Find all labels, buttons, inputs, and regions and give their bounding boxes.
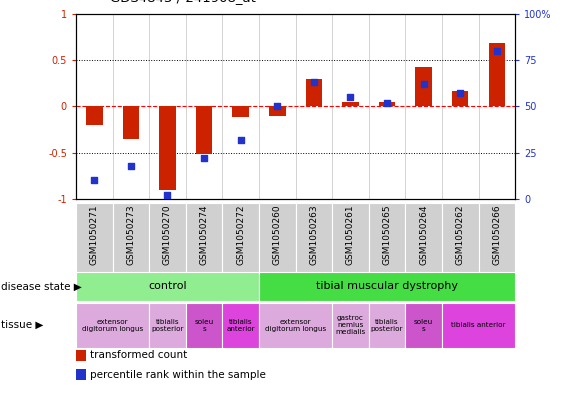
Bar — [489, 43, 505, 106]
Text: GSM1050273: GSM1050273 — [127, 205, 135, 266]
Bar — [259, 272, 515, 301]
Text: tibial muscular dystrophy: tibial muscular dystrophy — [316, 281, 458, 292]
Bar — [442, 203, 479, 272]
Bar — [222, 203, 259, 272]
Bar — [149, 303, 186, 348]
Point — [273, 103, 282, 109]
Bar — [452, 90, 468, 106]
Text: GSM1050274: GSM1050274 — [200, 205, 208, 265]
Text: GDS4843 / 241908_at: GDS4843 / 241908_at — [110, 0, 256, 4]
Text: tibialis anterior: tibialis anterior — [452, 322, 506, 328]
Bar — [76, 303, 149, 348]
Point — [236, 136, 245, 143]
Bar — [196, 106, 212, 154]
Bar — [76, 369, 86, 380]
Point — [346, 94, 355, 100]
Bar — [123, 106, 139, 139]
Bar — [379, 102, 395, 106]
Bar — [415, 66, 432, 106]
Point — [419, 81, 428, 87]
Point — [126, 162, 136, 169]
Bar — [296, 203, 332, 272]
Point — [163, 192, 172, 198]
Bar — [222, 303, 259, 348]
Text: disease state ▶: disease state ▶ — [1, 281, 81, 292]
Text: tissue ▶: tissue ▶ — [1, 320, 43, 330]
Point — [383, 99, 392, 106]
Text: tibialis
anterior: tibialis anterior — [226, 319, 255, 332]
Text: tibialis
posterior: tibialis posterior — [371, 319, 403, 332]
Bar — [369, 303, 405, 348]
Text: GSM1050261: GSM1050261 — [346, 205, 355, 266]
Text: GSM1050260: GSM1050260 — [273, 205, 282, 266]
Bar — [332, 303, 369, 348]
Text: percentile rank within the sample: percentile rank within the sample — [90, 370, 266, 380]
Bar — [405, 303, 442, 348]
Bar — [342, 102, 359, 106]
Point — [200, 155, 209, 161]
Bar — [76, 350, 86, 361]
Text: GSM1050266: GSM1050266 — [493, 205, 501, 266]
Bar — [442, 303, 515, 348]
Bar — [479, 203, 515, 272]
Bar — [159, 106, 176, 189]
Bar — [76, 272, 259, 301]
Bar — [149, 203, 186, 272]
Text: GSM1050272: GSM1050272 — [236, 205, 245, 265]
Text: GSM1050271: GSM1050271 — [90, 205, 99, 266]
Point — [90, 177, 99, 184]
Text: GSM1050263: GSM1050263 — [310, 205, 318, 266]
Text: extensor
digitorum longus: extensor digitorum longus — [82, 319, 143, 332]
Text: gastroc
nemius
medialis: gastroc nemius medialis — [336, 315, 365, 335]
Bar — [233, 106, 249, 118]
Text: GSM1050270: GSM1050270 — [163, 205, 172, 266]
Point — [456, 90, 465, 97]
Bar — [76, 203, 113, 272]
Bar — [113, 203, 149, 272]
Bar — [86, 106, 102, 125]
Text: tibialis
posterior: tibialis posterior — [151, 319, 184, 332]
Bar — [186, 203, 222, 272]
Text: GSM1050264: GSM1050264 — [419, 205, 428, 265]
Bar — [306, 79, 322, 106]
Text: control: control — [148, 281, 187, 292]
Text: soleu
s: soleu s — [194, 319, 214, 332]
Point — [492, 48, 501, 54]
Bar — [259, 303, 332, 348]
Bar — [259, 203, 296, 272]
Text: extensor
digitorum longus: extensor digitorum longus — [265, 319, 326, 332]
Text: soleu
s: soleu s — [414, 319, 434, 332]
Bar — [186, 303, 222, 348]
Bar — [269, 106, 285, 116]
Text: GSM1050265: GSM1050265 — [383, 205, 391, 266]
Text: GSM1050262: GSM1050262 — [456, 205, 464, 265]
Point — [310, 79, 319, 85]
Bar — [405, 203, 442, 272]
Text: transformed count: transformed count — [90, 350, 187, 360]
Bar — [369, 203, 405, 272]
Bar — [332, 203, 369, 272]
